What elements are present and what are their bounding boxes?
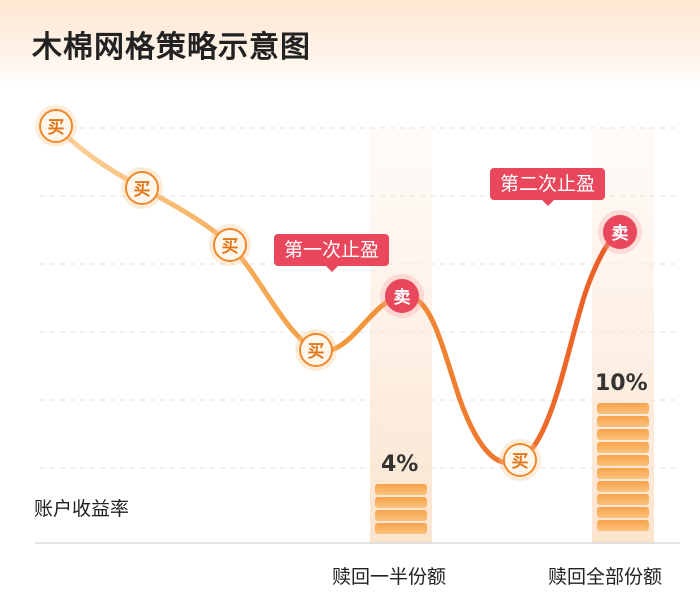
stage-2-badge: 第二次止盈 <box>490 168 606 206</box>
bar-segment <box>375 497 427 508</box>
stage-2-gain-bar <box>597 403 649 531</box>
sell-point-2: 卖 <box>603 215 637 249</box>
stage-2-badge-text: 第二次止盈 <box>500 173 596 195</box>
sell-point-1: 卖 <box>385 279 419 313</box>
bar-segment <box>597 481 649 492</box>
stage-1-gain-bar <box>375 484 427 534</box>
bar-segment <box>597 403 649 414</box>
bar-segment <box>375 484 427 495</box>
stage-1-badge: 第一次止盈 <box>274 234 390 272</box>
bar-segment <box>597 507 649 518</box>
bar-segment <box>597 416 649 427</box>
bar-segment <box>597 455 649 466</box>
bar-segment <box>597 442 649 453</box>
buy-point-4: 买 <box>299 333 333 367</box>
buy-point-2: 买 <box>125 171 159 205</box>
stage-2-action: 赎回全部份额 <box>548 566 663 588</box>
stage-1-band <box>370 128 432 543</box>
stage-1-percent: 4% <box>381 452 419 477</box>
bar-segment <box>597 468 649 479</box>
buy-point-5: 买 <box>503 443 537 477</box>
buy-point-1: 买 <box>39 109 73 143</box>
stage-2-percent: 10% <box>595 371 648 396</box>
bar-segment <box>597 520 649 531</box>
bar-segment <box>375 523 427 534</box>
bar-segment <box>597 494 649 505</box>
stage-1-action: 赎回一半份额 <box>332 566 447 588</box>
y-axis-label: 账户收益率 <box>34 498 130 520</box>
diagram-title: 木棉网格策略示意图 <box>32 30 311 65</box>
badge-pointer <box>325 266 338 272</box>
badge-pointer <box>541 200 554 206</box>
header-band <box>0 0 700 88</box>
buy-point-3: 买 <box>213 228 247 262</box>
bar-segment <box>597 429 649 440</box>
bar-segment <box>375 510 427 521</box>
stage-1-badge-text: 第一次止盈 <box>284 239 380 261</box>
